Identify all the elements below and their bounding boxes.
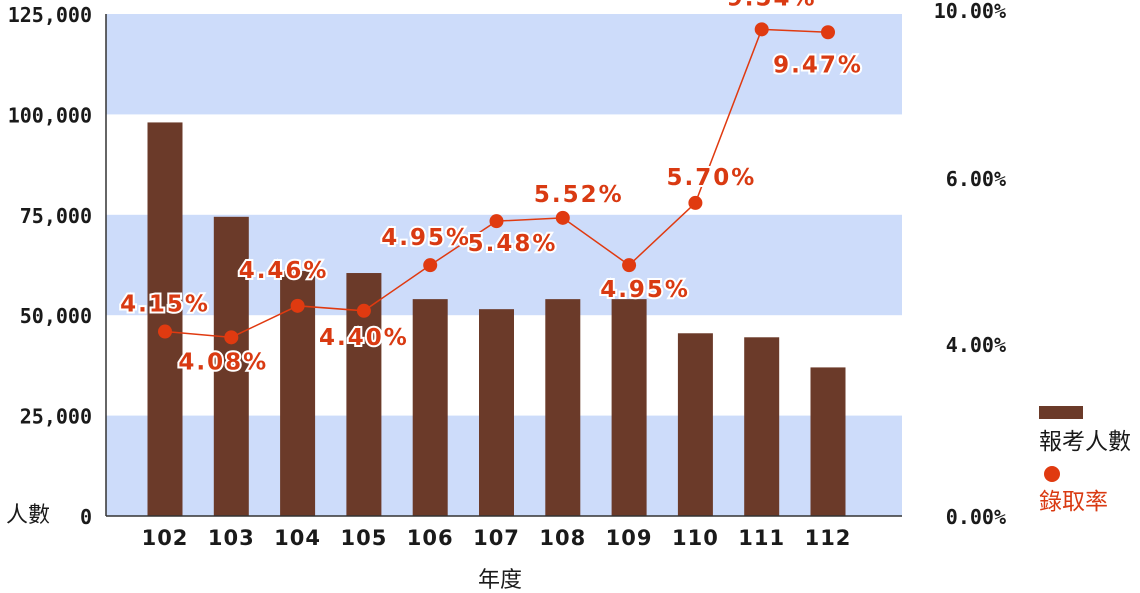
left-tick-2: 50,000 <box>20 304 92 328</box>
x-tick-106: 106 <box>407 526 454 550</box>
rate-point-102 <box>158 324 172 339</box>
right-tick-0: 0.00% <box>946 505 1006 529</box>
rate-label-105: 4.40% <box>319 325 409 351</box>
left-tick-3: 75,000 <box>20 204 92 228</box>
x-tick-112: 112 <box>805 526 852 550</box>
rate-point-108 <box>555 210 570 225</box>
rate-point-106 <box>423 258 438 273</box>
rate-label-102: 4.15% <box>120 292 210 318</box>
legend-bar-swatch <box>1039 406 1083 419</box>
left-tick-labels: 0 25,000 50,000 75,000 100,000 125,000 <box>8 3 92 529</box>
rate-label-112: 9.47% <box>773 52 863 78</box>
legend-bar-label: 報考人數 <box>1039 429 1131 455</box>
x-tick-108: 108 <box>539 526 586 550</box>
rate-data-labels: 4.15%4.08%4.46%4.40%4.95%5.48%5.52%4.95%… <box>118 0 863 377</box>
bar-111 <box>744 337 780 516</box>
right-tick-3: 10.00% <box>934 0 1006 23</box>
rate-label-106: 4.95% <box>381 225 471 251</box>
rate-point-104 <box>290 298 305 313</box>
x-tick-103: 103 <box>208 526 255 550</box>
rate-point-111 <box>754 22 769 37</box>
x-tick-107: 107 <box>473 526 520 550</box>
rate-label-103: 4.08% <box>178 349 268 375</box>
x-tick-102: 102 <box>142 526 189 550</box>
rate-label-109: 4.95% <box>600 277 690 303</box>
x-tick-104: 104 <box>274 526 321 550</box>
left-tick-4: 100,000 <box>8 103 92 127</box>
right-tick-2: 6.00% <box>946 167 1006 191</box>
bar-102 <box>147 122 183 516</box>
legend-line-label: 錄取率 <box>1039 489 1108 515</box>
left-tick-0: 0 <box>80 505 92 529</box>
rate-label-111: 9.54% <box>727 0 817 11</box>
bar-106 <box>412 299 448 516</box>
acceptance-rate-series <box>158 22 835 345</box>
x-tick-110: 110 <box>672 526 719 550</box>
rate-label-108: 5.52% <box>534 182 624 208</box>
x-axis-title: 年度 <box>478 568 522 593</box>
bar-112 <box>810 367 846 516</box>
rate-point-112 <box>821 25 835 40</box>
x-tick-109: 109 <box>606 526 653 550</box>
y-axis-title: 人數 <box>6 503 50 528</box>
left-tick-1: 25,000 <box>20 405 92 429</box>
band-0 <box>106 14 902 115</box>
legend: 報考人數 錄取率 <box>1039 406 1131 515</box>
rate-point-105 <box>356 303 371 318</box>
rate-label-104: 4.46% <box>239 258 329 284</box>
rate-point-103 <box>224 330 239 345</box>
left-tick-5: 125,000 <box>8 3 92 27</box>
bar-107 <box>479 309 514 516</box>
bars-series <box>147 122 846 517</box>
bar-109 <box>611 299 647 516</box>
right-tick-1: 4.00% <box>946 333 1006 357</box>
axes <box>105 14 902 517</box>
rate-point-109 <box>622 258 637 273</box>
right-tick-labels: 0.00% 4.00% 6.00% 10.00% <box>934 0 1006 529</box>
rate-label-110: 5.70% <box>667 165 757 191</box>
rate-point-107 <box>489 214 504 229</box>
x-tick-111: 111 <box>738 526 785 550</box>
x-tick-105: 105 <box>340 526 387 550</box>
rate-label-107: 5.48% <box>468 231 558 257</box>
rate-point-110 <box>688 195 703 210</box>
bar-103 <box>213 216 249 517</box>
bar-108 <box>545 299 581 516</box>
bar-110 <box>677 333 713 516</box>
x-tick-labels: 102 103 104 105 106 107 108 109 110 111 112 <box>142 526 852 550</box>
legend-dot-swatch <box>1044 466 1060 482</box>
